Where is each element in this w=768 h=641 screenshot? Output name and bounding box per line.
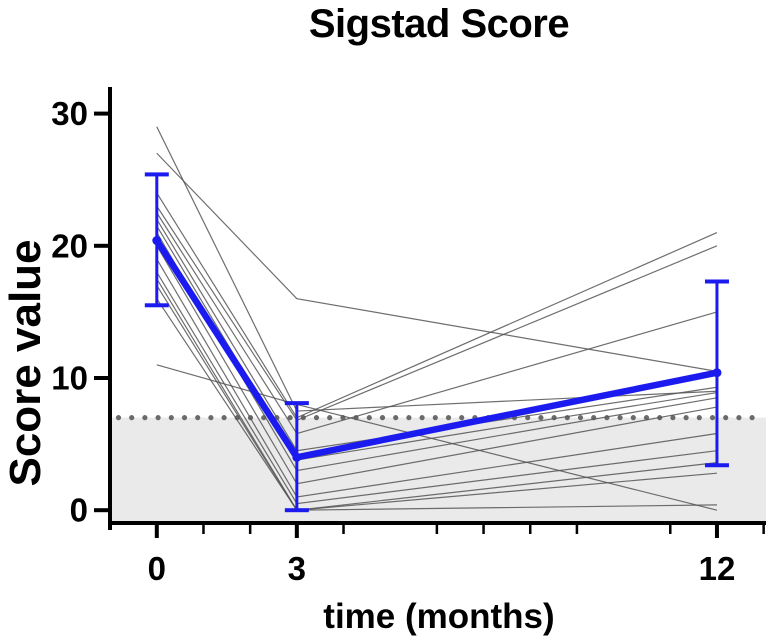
threshold-dot	[749, 415, 755, 421]
y-tick	[94, 376, 108, 380]
x-tick-minor	[528, 525, 532, 534]
threshold-dot	[181, 415, 188, 421]
threshold-dot	[208, 415, 214, 421]
y-tick-label: 20	[51, 227, 88, 264]
threshold-dot	[379, 415, 386, 421]
threshold-dot	[538, 415, 544, 421]
error-bar-cap-bottom	[284, 508, 309, 513]
threshold-dot	[670, 415, 676, 421]
threshold-dot	[366, 415, 372, 421]
y-tick	[94, 111, 108, 116]
error-bar-cap-bottom	[144, 303, 169, 308]
threshold-dot	[643, 415, 650, 421]
x-tick-minor	[342, 525, 345, 534]
x-tick-label: 3	[288, 550, 306, 587]
x-tick-label: 12	[699, 550, 736, 587]
mean-point	[152, 236, 162, 246]
x-tick-major	[294, 525, 299, 538]
x-tick-minor	[248, 525, 252, 534]
y-tick-label: 0	[70, 492, 88, 529]
threshold-dot	[723, 415, 729, 421]
threshold-dot	[459, 415, 465, 421]
y-axis-line	[108, 87, 112, 530]
error-bar-cap-top	[144, 172, 169, 177]
threshold-dot	[142, 415, 148, 421]
y-tick	[94, 243, 108, 248]
threshold-dot	[630, 415, 636, 421]
x-tick-minor	[575, 525, 579, 534]
x-tick-minor	[202, 525, 205, 534]
patient-line	[156, 192, 718, 419]
x-tick-minor	[762, 525, 765, 534]
x-tick-minor	[669, 525, 672, 534]
x-tick-minor	[435, 525, 439, 534]
threshold-dot	[115, 415, 122, 421]
x-tick-minor	[482, 525, 485, 534]
threshold-dot	[195, 415, 201, 421]
x-tick-label: 0	[148, 550, 166, 587]
patient-line	[156, 152, 718, 372]
threshold-dot	[129, 415, 135, 421]
threshold-dot	[577, 415, 584, 421]
threshold-dot	[287, 415, 293, 421]
error-bar-cap-top	[284, 401, 309, 406]
x-axis-label: time (months)	[323, 597, 555, 636]
threshold-dot	[709, 415, 716, 421]
y-tick-label: 10	[51, 360, 88, 397]
threshold-dot	[683, 415, 689, 421]
threshold-dot	[445, 415, 452, 421]
mean-point	[712, 368, 722, 378]
threshold-dot	[419, 415, 425, 421]
threshold-dot	[696, 415, 702, 421]
y-tick	[94, 508, 108, 513]
threshold-dot	[313, 415, 320, 421]
threshold-dot	[617, 415, 623, 421]
x-tick-major	[714, 525, 719, 538]
mean-point	[292, 452, 302, 462]
threshold-dot	[406, 415, 412, 421]
error-bar-cap-bottom	[704, 463, 729, 468]
error-bar-cap-top	[704, 279, 729, 284]
threshold-dot	[736, 415, 742, 421]
threshold-dot	[168, 415, 174, 421]
threshold-dot	[155, 415, 161, 421]
threshold-dot	[432, 415, 438, 421]
threshold-dot	[221, 415, 227, 421]
chart-title: Sigstad Score	[308, 2, 570, 46]
x-tick-major	[154, 525, 159, 538]
threshold-dot	[393, 415, 399, 421]
x-axis-line	[108, 521, 766, 525]
threshold-dot	[327, 415, 333, 421]
y-tick-label: 30	[51, 95, 88, 132]
